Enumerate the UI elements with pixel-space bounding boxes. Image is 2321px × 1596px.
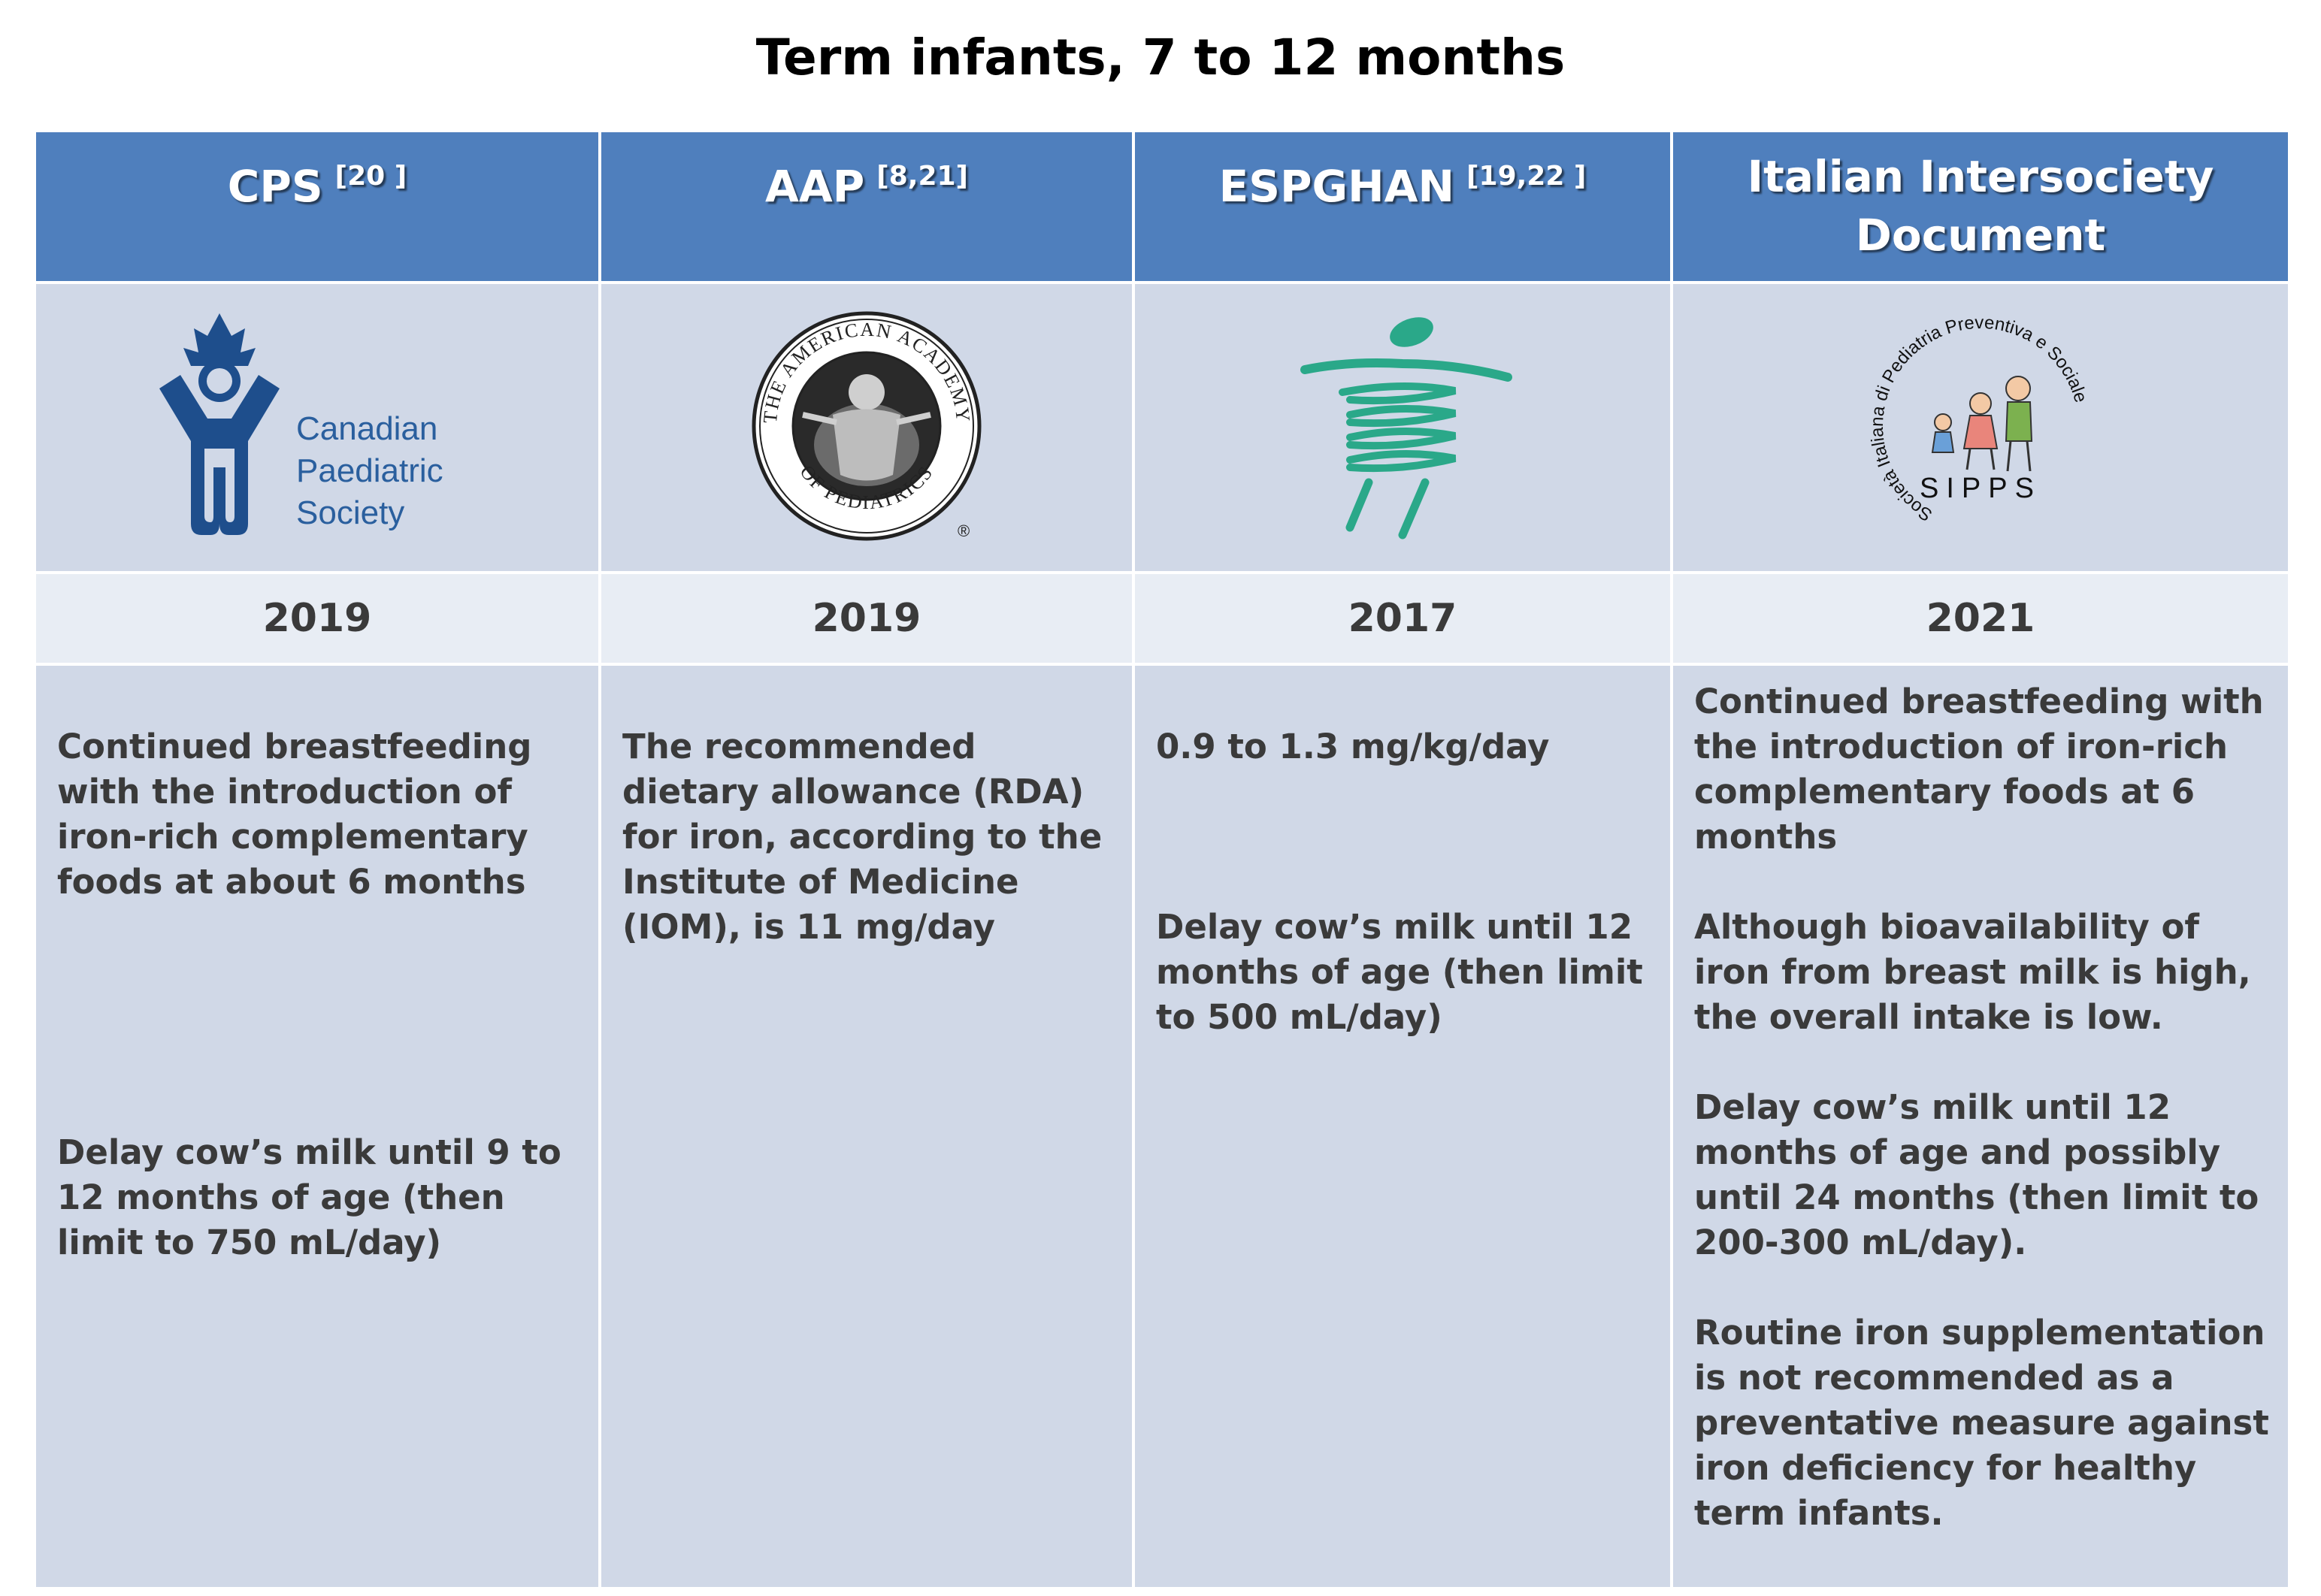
recommendation-text: The recommended dietary allowance (RDA) …	[622, 727, 1103, 947]
page-title: Term infants, 7 to 12 months	[755, 29, 1566, 86]
year-espghan: 2017	[1132, 571, 1673, 666]
reference: [19,22 ]	[1466, 161, 1587, 192]
org-name: ESPGHAN	[1218, 161, 1455, 212]
recommendations-cps: Continued breastfeeding with the introdu…	[33, 663, 601, 1590]
header-aap: AAP [8,21]	[598, 129, 1135, 284]
logo-line: Society	[296, 494, 404, 531]
recommendation-text: Delay cow’s milk until 12 months of age …	[1694, 1087, 2259, 1262]
sipps-logo: Società Italiana di Pediatria Preventiva…	[1867, 313, 2091, 525]
logo-cell-sipps: Società Italiana di Pediatria Preventiva…	[1670, 281, 2291, 574]
recommendation-text: Delay cow’s milk until 12 months of age …	[1156, 907, 1643, 1037]
sipps-acronym: SIPPS	[1920, 473, 2041, 504]
espghan-figure-logo	[1300, 317, 1512, 540]
logo-cell-espghan	[1132, 281, 1673, 574]
recommendation-text: Although bioavailability of iron from br…	[1694, 907, 2251, 1037]
svg-text:®: ®	[958, 521, 970, 540]
guidelines-table: CPS [20 ] AAP [8,21] ESPGHAN [19,22 ] Itali…	[33, 129, 2291, 1590]
org-name: Italian Intersociety Document	[1747, 151, 2214, 261]
recommendation-row: Continued breastfeeding with the introdu…	[33, 663, 2291, 1590]
recommendation-text: 0.9 to 1.3 mg/kg/day	[1156, 727, 1550, 766]
canadian-paediatric-society-logo: Canadian Paediatric Society	[159, 313, 443, 535]
header-espghan: ESPGHAN [19,22 ]	[1132, 129, 1673, 284]
recommendations-espghan: 0.9 to 1.3 mg/kg/day Delay cow’s milk un…	[1132, 663, 1673, 1590]
recommendations-aap: The recommended dietary allowance (RDA) …	[598, 663, 1135, 1590]
recommendations-italian: Continued breastfeeding with the introdu…	[1670, 663, 2291, 1590]
year-italian: 2021	[1670, 571, 2291, 666]
recommendation-text: Continued breastfeeding with the introdu…	[57, 727, 532, 902]
reference: [8,21]	[876, 161, 969, 192]
logo-line: Paediatric	[296, 452, 443, 489]
american-academy-of-pediatrics-seal: THE AMERICAN ACADEMY OF PEDIATRICS ®	[752, 311, 982, 541]
org-name: AAP	[764, 161, 865, 212]
logo-cell-cps: Canadian Paediatric Society	[33, 281, 601, 574]
year-row: 2019 2019 2017 2021	[33, 571, 2291, 666]
header-italian: Italian Intersociety Document	[1670, 129, 2291, 284]
logo-cell-aap: THE AMERICAN ACADEMY OF PEDIATRICS ®	[598, 281, 1135, 574]
logo-row: Canadian Paediatric Society THE AMERIC	[33, 281, 2291, 574]
year-cps: 2019	[33, 571, 601, 666]
reference: [20 ]	[334, 161, 407, 192]
header-cps: CPS [20 ]	[33, 129, 601, 284]
org-name: CPS	[227, 161, 323, 212]
recommendation-text: Routine iron supplementation is not reco…	[1694, 1313, 2269, 1533]
recommendation-text: Delay cow’s milk until 9 to 12 months of…	[57, 1132, 561, 1262]
logo-line: Canadian	[296, 410, 437, 447]
year-aap: 2019	[598, 571, 1135, 666]
header-row: CPS [20 ] AAP [8,21] ESPGHAN [19,22 ] Itali…	[33, 129, 2291, 284]
recommendation-text: Continued breastfeeding with the introdu…	[1694, 682, 2264, 857]
